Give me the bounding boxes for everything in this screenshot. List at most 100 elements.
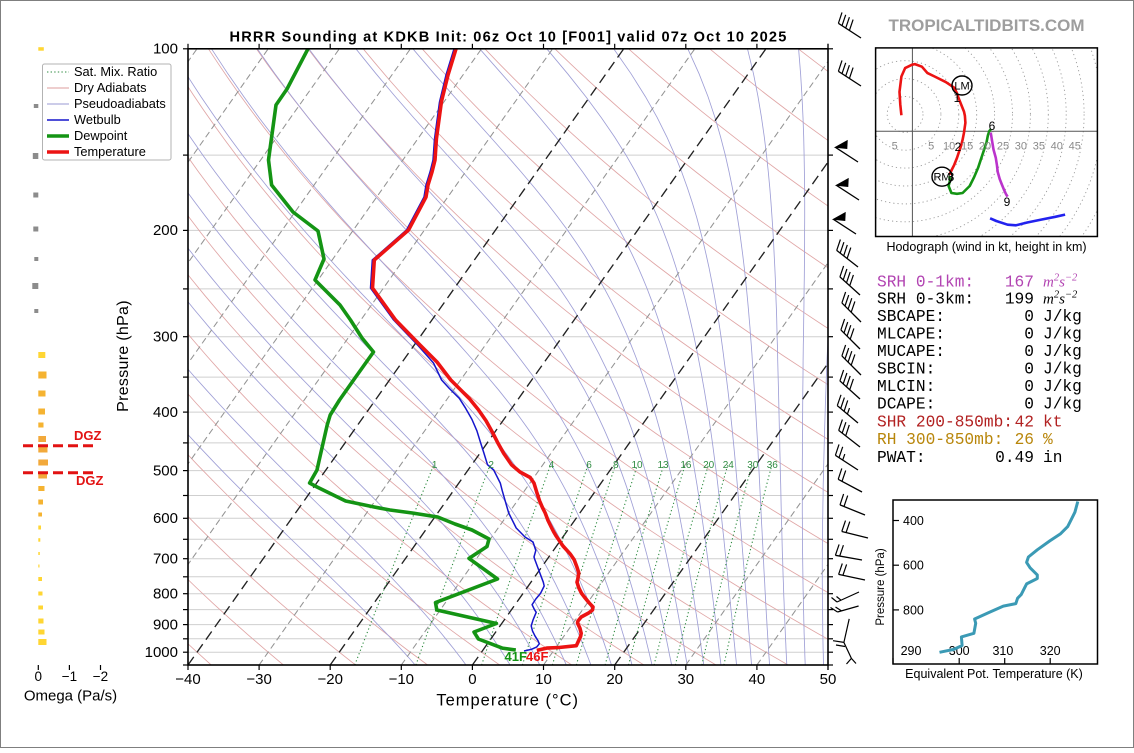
svg-text:600: 600: [153, 510, 178, 527]
svg-text:20: 20: [703, 460, 715, 471]
svg-text:Hodograph (wind in kt, height: Hodograph (wind in kt, height in km): [886, 240, 1086, 254]
svg-text:200: 200: [153, 222, 178, 239]
svg-text:0: 0: [35, 669, 43, 684]
svg-text:2: 2: [488, 460, 494, 471]
svg-text:TROPICALTIDBITS.COM: TROPICALTIDBITS.COM: [888, 16, 1084, 35]
svg-text:Temperature: Temperature: [74, 144, 146, 159]
svg-text:0: 0: [1024, 326, 1034, 344]
svg-text:600: 600: [903, 559, 924, 573]
svg-text:−2: −2: [93, 669, 108, 684]
svg-text:30: 30: [747, 460, 759, 471]
svg-text:−30: −30: [246, 671, 271, 688]
svg-text:9: 9: [1004, 195, 1011, 209]
svg-text:16: 16: [680, 460, 692, 471]
svg-text:kt: kt: [1043, 414, 1062, 432]
svg-text:SRH 0-1km:: SRH 0-1km:: [877, 274, 974, 292]
svg-text:800: 800: [153, 586, 178, 603]
svg-text:800: 800: [903, 603, 924, 617]
svg-text:SRH 0-3km:: SRH 0-3km:: [877, 291, 974, 309]
svg-text:Pressure (hPa): Pressure (hPa): [115, 300, 132, 412]
svg-text:0: 0: [1024, 378, 1034, 396]
svg-text:0: 0: [1024, 308, 1034, 326]
svg-text:%: %: [1043, 431, 1053, 449]
svg-text:SBCIN:: SBCIN:: [877, 361, 935, 379]
svg-text:−1: −1: [62, 669, 77, 684]
svg-text:LM: LM: [954, 81, 969, 93]
svg-text:RH 300-850mb:: RH 300-850mb:: [877, 431, 1003, 449]
svg-text:−20: −20: [317, 671, 342, 688]
svg-text:24: 24: [723, 460, 735, 471]
svg-text:MLCAPE:: MLCAPE:: [877, 326, 945, 344]
svg-text:199: 199: [1005, 291, 1034, 309]
svg-text:8: 8: [613, 460, 619, 471]
svg-text:167: 167: [1005, 274, 1034, 292]
svg-text:J/kg: J/kg: [1043, 343, 1082, 361]
svg-text:1: 1: [954, 91, 961, 105]
svg-text:in: in: [1043, 449, 1062, 467]
svg-text:0: 0: [1024, 396, 1034, 414]
svg-text:26: 26: [1015, 431, 1034, 449]
svg-text:36: 36: [767, 460, 779, 471]
svg-text:6: 6: [586, 460, 592, 471]
svg-text:PWAT:: PWAT:: [877, 449, 926, 467]
svg-text:0: 0: [468, 671, 476, 688]
svg-text:15: 15: [961, 140, 973, 152]
svg-text:41F: 41F: [505, 649, 527, 664]
svg-text:1: 1: [432, 460, 438, 471]
svg-text:−10: −10: [389, 671, 414, 688]
svg-text:−40: −40: [175, 671, 200, 688]
svg-text:100: 100: [153, 41, 178, 58]
svg-text:MUCAPE:: MUCAPE:: [877, 343, 945, 361]
svg-text:RM: RM: [933, 172, 950, 184]
svg-text:DGZ: DGZ: [76, 473, 104, 488]
svg-text:13: 13: [657, 460, 669, 471]
svg-text:Sat. Mix. Ratio: Sat. Mix. Ratio: [74, 64, 157, 79]
svg-text:20: 20: [606, 671, 623, 688]
svg-text:DGZ: DGZ: [74, 428, 102, 443]
svg-text:5: 5: [928, 140, 934, 152]
svg-text:30: 30: [677, 671, 694, 688]
svg-text:10: 10: [943, 140, 955, 152]
svg-text:700: 700: [153, 551, 178, 568]
svg-text:30: 30: [1015, 140, 1027, 152]
svg-text:42: 42: [1015, 414, 1034, 432]
svg-text:SBCAPE:: SBCAPE:: [877, 308, 945, 326]
svg-text:5: 5: [892, 140, 898, 152]
svg-text:400: 400: [153, 404, 178, 421]
svg-text:10: 10: [631, 460, 643, 471]
svg-text:Dry Adiabats: Dry Adiabats: [74, 80, 147, 95]
svg-text:35: 35: [1033, 140, 1045, 152]
svg-text:20: 20: [979, 140, 991, 152]
svg-text:0.49: 0.49: [995, 449, 1034, 467]
svg-text:40: 40: [749, 671, 766, 688]
svg-text:6: 6: [989, 119, 996, 133]
svg-text:40: 40: [1051, 140, 1063, 152]
svg-text:4: 4: [549, 460, 555, 471]
svg-text:50: 50: [820, 671, 837, 688]
svg-text:500: 500: [153, 462, 178, 479]
svg-text:Pseudoadiabats: Pseudoadiabats: [74, 96, 166, 111]
svg-text:Pressure (hPa): Pressure (hPa): [875, 548, 887, 626]
svg-text:45: 45: [1069, 140, 1081, 152]
svg-text:J/kg: J/kg: [1043, 308, 1082, 326]
svg-text:Temperature (°C): Temperature (°C): [436, 691, 579, 709]
svg-text:300: 300: [949, 644, 970, 658]
svg-text:Dewpoint: Dewpoint: [74, 128, 128, 143]
svg-text:0: 0: [1024, 343, 1034, 361]
svg-text:400: 400: [903, 514, 924, 528]
svg-text:2: 2: [955, 140, 962, 154]
svg-text:Wetbulb: Wetbulb: [74, 112, 121, 127]
svg-text:MLCIN:: MLCIN:: [877, 378, 935, 396]
svg-text:10: 10: [535, 671, 552, 688]
svg-text:3: 3: [948, 170, 955, 184]
svg-text:HRRR Sounding at KDKB Init: 06: HRRR Sounding at KDKB Init: 06z Oct 10 […: [230, 30, 788, 46]
svg-text:J/kg: J/kg: [1043, 326, 1082, 344]
svg-text:0: 0: [1024, 361, 1034, 379]
svg-text:900: 900: [153, 616, 178, 633]
svg-text:290: 290: [901, 644, 922, 658]
svg-text:46F: 46F: [526, 649, 548, 664]
svg-text:25: 25: [997, 140, 1009, 152]
svg-text:J/kg: J/kg: [1043, 396, 1082, 414]
svg-text:SHR 200-850mb:: SHR 200-850mb:: [877, 414, 1013, 432]
svg-text:Equivalent Pot. Temperature (K: Equivalent Pot. Temperature (K): [905, 667, 1083, 681]
